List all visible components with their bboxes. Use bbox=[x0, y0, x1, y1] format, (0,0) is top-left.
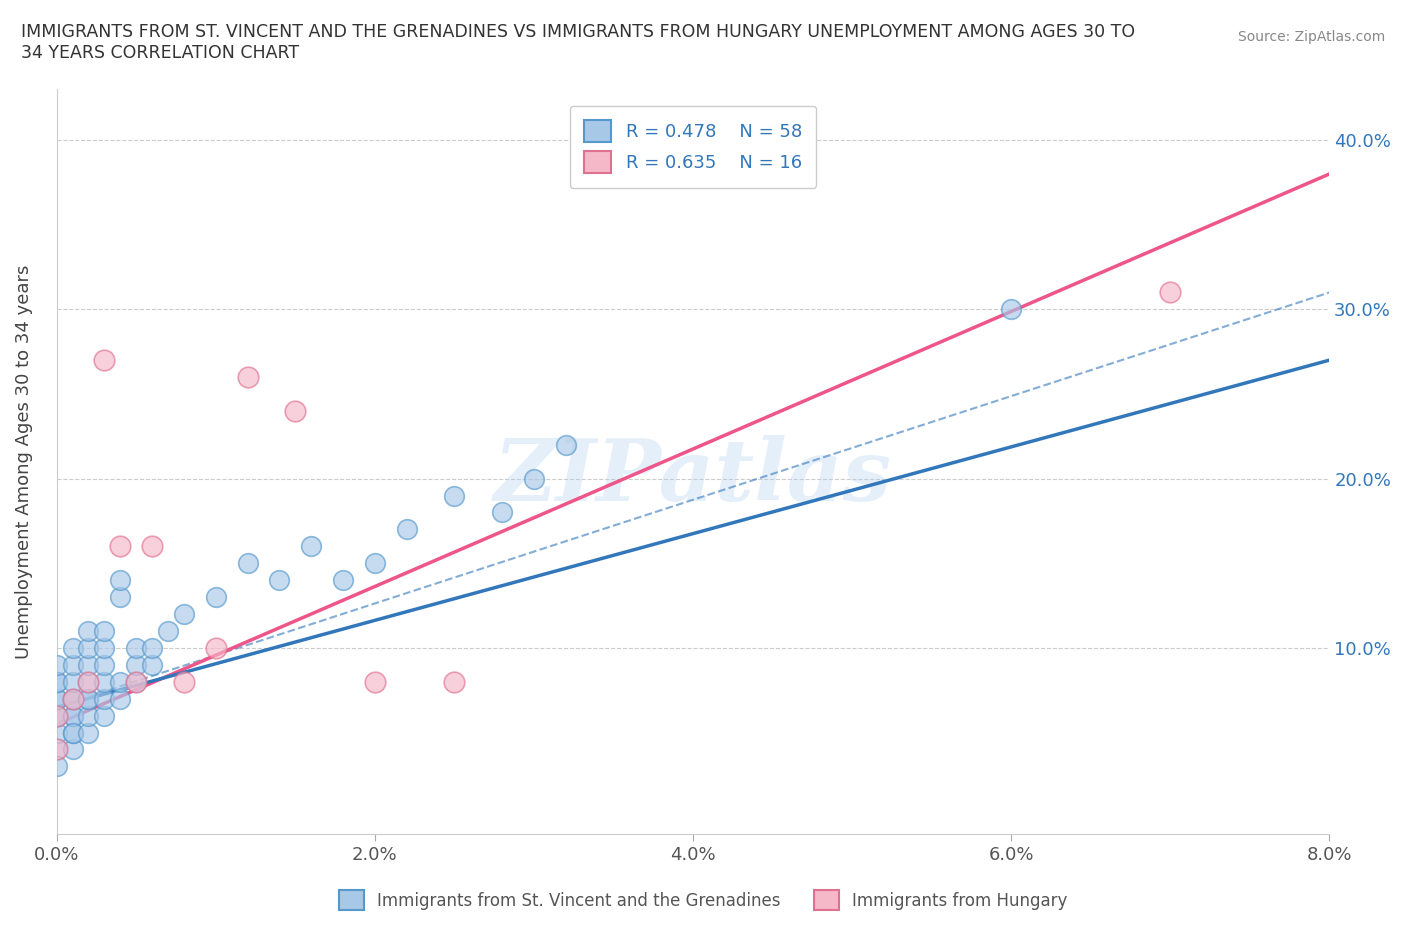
Point bbox=[45, 725, 67, 740]
Point bbox=[204, 641, 226, 656]
Point bbox=[554, 437, 576, 452]
Point bbox=[269, 573, 291, 588]
Point bbox=[62, 742, 84, 757]
Point bbox=[62, 725, 84, 740]
Point bbox=[62, 708, 84, 723]
Point bbox=[173, 606, 195, 621]
Point bbox=[364, 674, 387, 689]
Text: IMMIGRANTS FROM ST. VINCENT AND THE GRENADINES VS IMMIGRANTS FROM HUNGARY UNEMPL: IMMIGRANTS FROM ST. VINCENT AND THE GREN… bbox=[21, 23, 1135, 62]
Point bbox=[62, 725, 84, 740]
Point bbox=[443, 674, 465, 689]
Point bbox=[236, 556, 259, 571]
Point bbox=[236, 369, 259, 384]
Point bbox=[77, 708, 100, 723]
Point bbox=[1159, 285, 1181, 299]
Point bbox=[125, 641, 148, 656]
Point bbox=[332, 573, 354, 588]
Point bbox=[125, 674, 148, 689]
Point bbox=[284, 404, 307, 418]
Point bbox=[62, 691, 84, 706]
Point bbox=[93, 691, 115, 706]
Point bbox=[45, 708, 67, 723]
Point bbox=[204, 590, 226, 604]
Point bbox=[491, 505, 513, 520]
Point bbox=[45, 742, 67, 757]
Point bbox=[77, 674, 100, 689]
Point bbox=[602, 166, 624, 181]
Point bbox=[45, 691, 67, 706]
Point bbox=[93, 708, 115, 723]
Point bbox=[173, 674, 195, 689]
Point bbox=[62, 708, 84, 723]
Point bbox=[110, 590, 132, 604]
Legend: Immigrants from St. Vincent and the Grenadines, Immigrants from Hungary: Immigrants from St. Vincent and the Gren… bbox=[332, 884, 1074, 917]
Point bbox=[62, 691, 84, 706]
Point bbox=[93, 674, 115, 689]
Y-axis label: Unemployment Among Ages 30 to 34 years: Unemployment Among Ages 30 to 34 years bbox=[15, 264, 32, 659]
Point bbox=[395, 522, 418, 537]
Point bbox=[62, 691, 84, 706]
Point bbox=[77, 641, 100, 656]
Point bbox=[77, 725, 100, 740]
Point bbox=[523, 472, 546, 486]
Point bbox=[110, 674, 132, 689]
Point bbox=[110, 538, 132, 553]
Point bbox=[45, 708, 67, 723]
Point bbox=[77, 623, 100, 638]
Point bbox=[45, 742, 67, 757]
Point bbox=[93, 641, 115, 656]
Point bbox=[93, 352, 115, 367]
Point bbox=[125, 674, 148, 689]
Point bbox=[110, 573, 132, 588]
Point bbox=[62, 674, 84, 689]
Point bbox=[77, 691, 100, 706]
Point bbox=[141, 641, 163, 656]
Point bbox=[45, 691, 67, 706]
Text: ZIPatlas: ZIPatlas bbox=[494, 435, 891, 518]
Point bbox=[45, 658, 67, 672]
Point bbox=[141, 658, 163, 672]
Point bbox=[62, 658, 84, 672]
Point bbox=[141, 538, 163, 553]
Point bbox=[77, 658, 100, 672]
Point bbox=[45, 674, 67, 689]
Point bbox=[62, 641, 84, 656]
Point bbox=[443, 488, 465, 503]
Point bbox=[45, 759, 67, 774]
Point bbox=[77, 691, 100, 706]
Text: Source: ZipAtlas.com: Source: ZipAtlas.com bbox=[1237, 30, 1385, 44]
Point bbox=[156, 623, 179, 638]
Point bbox=[1000, 302, 1022, 317]
Point bbox=[299, 538, 322, 553]
Point bbox=[93, 623, 115, 638]
Point bbox=[45, 708, 67, 723]
Legend: R = 0.478    N = 58, R = 0.635    N = 16: R = 0.478 N = 58, R = 0.635 N = 16 bbox=[569, 106, 817, 188]
Point bbox=[45, 674, 67, 689]
Point bbox=[364, 556, 387, 571]
Point bbox=[125, 658, 148, 672]
Point bbox=[110, 691, 132, 706]
Point bbox=[77, 674, 100, 689]
Point bbox=[93, 658, 115, 672]
